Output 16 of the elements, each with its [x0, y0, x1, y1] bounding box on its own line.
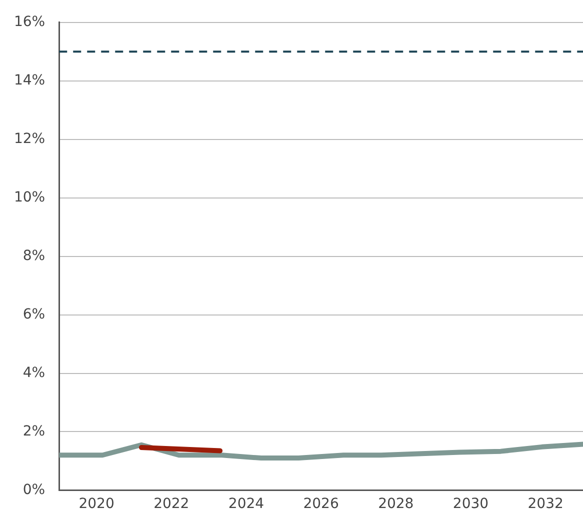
y-tick-label: 12%: [14, 130, 46, 147]
y-tick-label: 0%: [22, 482, 46, 498]
x-tick-label: 2032: [528, 496, 564, 512]
x-tick-label: 2028: [378, 496, 414, 512]
y-tick-label: 10%: [14, 189, 46, 206]
y-tick-label: 2%: [22, 423, 46, 440]
x-tick-label: 2020: [78, 496, 114, 512]
y-tick-label: 14%: [14, 72, 46, 89]
x-tick-label: 2030: [452, 496, 489, 512]
y-tick-label: 16%: [14, 14, 46, 30]
x-tick-label: 2026: [303, 496, 339, 512]
x-tick-label: 2024: [228, 496, 264, 512]
y-tick-label: 6%: [22, 306, 46, 322]
x-tick-label: 2022: [154, 496, 190, 512]
y-tick-label: 8%: [22, 248, 46, 264]
y-tick-label: 4%: [22, 364, 46, 381]
